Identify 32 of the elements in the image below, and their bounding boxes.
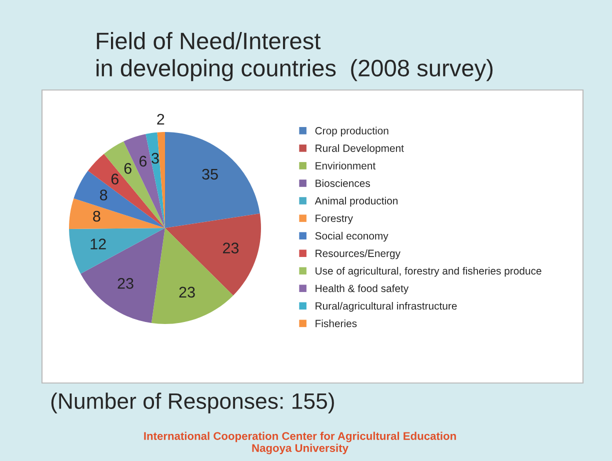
data-label: 23 bbox=[179, 286, 195, 298]
legend-label: Animal production bbox=[314, 196, 398, 207]
legend-label: Rural/agricultural infrastructure bbox=[316, 302, 457, 312]
text: International Cooperation Center for Agricultural Education Nagoya University bbox=[144, 432, 456, 454]
pie-slice bbox=[69, 228, 165, 274]
legend-label: Resources/Energy bbox=[316, 249, 400, 260]
data-label: 23 bbox=[118, 278, 134, 289]
legend-label: Fisheries bbox=[316, 320, 357, 328]
legend-label: Forestry bbox=[316, 214, 353, 224]
chart-title: Field of Need/Interest in developing countries (2008 survey) bbox=[96, 32, 493, 82]
legend-label: Envirionment bbox=[316, 162, 376, 170]
legend-label: Rural Development bbox=[316, 144, 404, 154]
data-label: 6 bbox=[140, 156, 147, 167]
data-label: 6 bbox=[124, 163, 132, 174]
pie-slice bbox=[157, 132, 165, 228]
data-label: 8 bbox=[100, 190, 108, 200]
legend-label: Biosciences bbox=[316, 179, 370, 187]
data-label: 6 bbox=[111, 174, 118, 184]
pie-slice bbox=[146, 132, 165, 228]
pie-slice bbox=[165, 213, 261, 296]
legend-label: Health & food safety bbox=[316, 284, 409, 294]
legend-label: Use of agricultural, forestry and fisheries produce bbox=[316, 266, 542, 277]
data-label: 3 bbox=[152, 152, 159, 164]
data-label: 23 bbox=[223, 242, 239, 254]
data-label: 35 bbox=[202, 168, 218, 180]
legend-label: Crop production bbox=[315, 126, 388, 136]
text: (Number of Responses: 155) bbox=[51, 392, 334, 414]
data-label: 8 bbox=[93, 210, 100, 222]
pie-slice bbox=[88, 154, 165, 228]
data-label: 2 bbox=[157, 114, 164, 125]
data-label: 12 bbox=[90, 238, 106, 250]
legend-label: Social economy bbox=[315, 232, 388, 242]
